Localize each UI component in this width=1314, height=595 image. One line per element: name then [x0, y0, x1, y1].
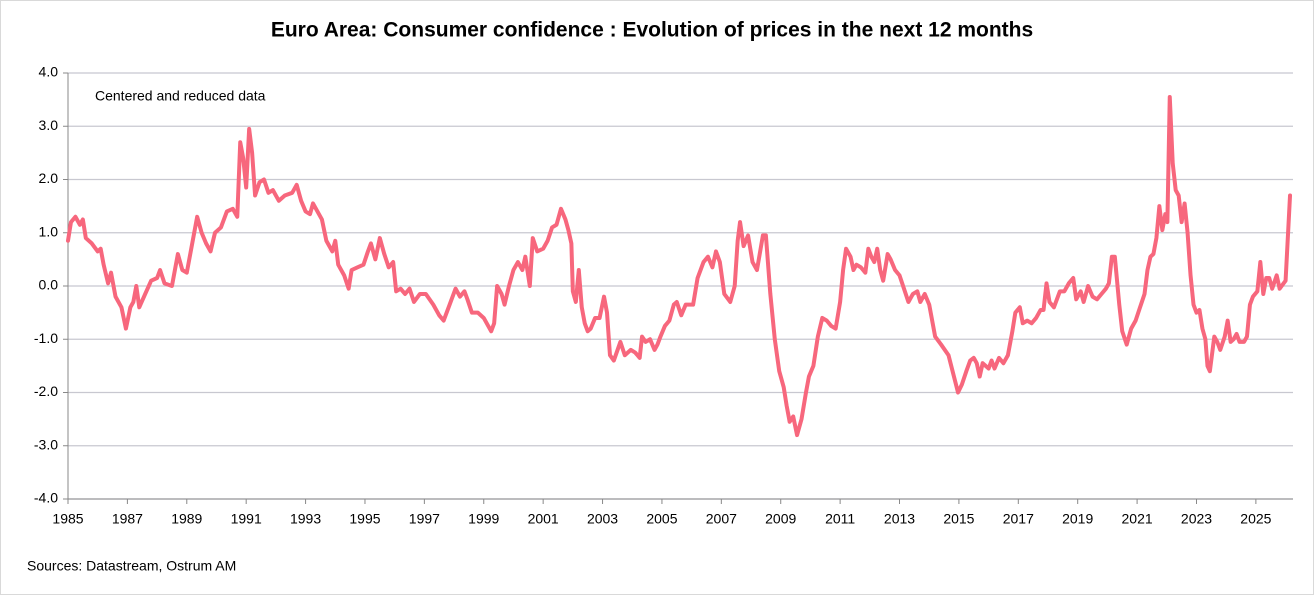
- x-tick-label: 1989: [171, 511, 202, 527]
- y-tick-label: -1.0: [34, 330, 58, 346]
- y-tick-label: 2.0: [39, 170, 59, 186]
- y-tick-label: 4.0: [39, 64, 59, 80]
- x-tick-label: 2003: [587, 511, 618, 527]
- x-tick-label: 2025: [1240, 511, 1271, 527]
- y-tick-label: -4.0: [34, 490, 58, 506]
- source-note: Sources: Datastream, Ostrum AM: [27, 558, 236, 574]
- annotation: Centered and reduced data: [95, 88, 266, 104]
- x-tick-label: 2009: [765, 511, 796, 527]
- axes: -4.0 -3.0 -2.0 -1.0 0.0 1.0 2.0 3.0 4.0 1985 1987 1…: [34, 64, 1293, 527]
- x-tick-label: 2023: [1181, 511, 1212, 527]
- x-tick-label: 1987: [112, 511, 143, 527]
- marks: [66, 94, 1293, 438]
- x-tick-label: 2017: [1003, 511, 1034, 527]
- y-tick-label: -3.0: [34, 436, 58, 452]
- x-tick-label: 2011: [825, 511, 855, 527]
- x-tick-label: 2007: [706, 511, 737, 527]
- y-tick-label: -2.0: [34, 383, 58, 399]
- x-tick-label: 1999: [468, 511, 499, 527]
- y-tick-label: 3.0: [39, 117, 59, 133]
- x-tick-label: 1997: [409, 511, 440, 527]
- y-tick-label: 1.0: [39, 223, 59, 239]
- chart-title: Euro Area: Consumer confidence : Evoluti…: [271, 19, 1033, 42]
- x-tick-label: 2001: [528, 511, 559, 527]
- y-tick-label: 0.0: [39, 277, 59, 293]
- x-tick-label: 2019: [1062, 511, 1093, 527]
- x-tick-label: 1985: [52, 511, 83, 527]
- data-line: [66, 94, 1293, 438]
- x-tick-label: 2015: [943, 511, 974, 527]
- x-tick-label: 1995: [349, 511, 380, 527]
- x-tick-label: 1993: [290, 511, 321, 527]
- x-tick-label: 2005: [646, 511, 677, 527]
- x-tick-label: 2021: [1122, 511, 1153, 527]
- x-tick-label: 2013: [884, 511, 915, 527]
- x-tick-label: 1991: [231, 511, 262, 527]
